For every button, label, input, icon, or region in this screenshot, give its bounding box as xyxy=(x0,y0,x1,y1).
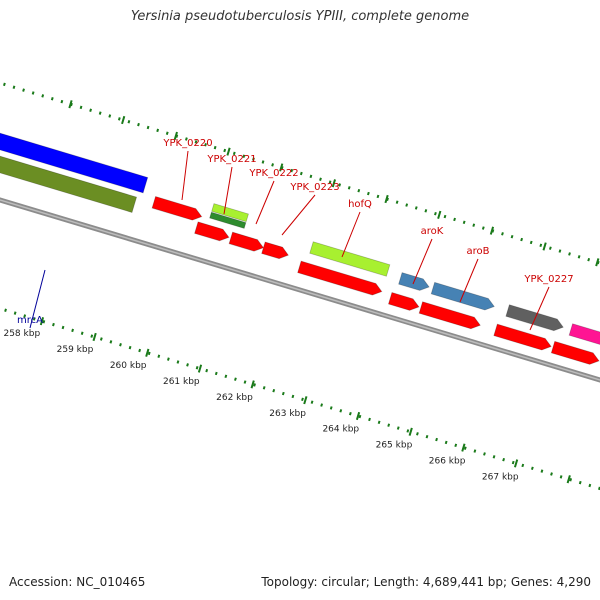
gene-label-leader xyxy=(281,194,316,236)
scale-label: 258 kbp xyxy=(3,329,40,339)
inner-major-tick xyxy=(355,411,361,421)
cds-feature xyxy=(261,241,289,260)
cds-feature xyxy=(151,196,203,221)
outer-major-tick xyxy=(489,226,495,235)
scale-label: 261 kbp xyxy=(163,377,200,387)
gene-label-mrca: mrcA xyxy=(17,315,43,326)
gene-label-leader xyxy=(223,166,233,215)
inner-major-tick xyxy=(461,443,466,452)
accession-label: Accession: NC_010465 xyxy=(9,575,146,589)
misc-feature xyxy=(211,203,249,223)
scale-label: 264 kbp xyxy=(322,425,359,435)
topology-label: Topology: circular; Length: 4,689,441 bp… xyxy=(261,575,591,589)
outer-major-tick xyxy=(226,147,231,156)
outer-major-tick xyxy=(595,258,600,267)
gene-label-arok: aroK xyxy=(421,226,444,237)
misc-feature xyxy=(309,241,391,277)
outer-major-tick xyxy=(437,210,442,219)
inner-major-tick xyxy=(39,317,45,326)
inner-major-tick xyxy=(145,348,150,357)
map-title: Yersinia pseudotuberculosis YPIII, compl… xyxy=(130,9,470,24)
scale-label: 259 kbp xyxy=(57,345,94,355)
outer-major-tick xyxy=(542,242,547,251)
gene-label-ypk-0227: YPK_0227 xyxy=(523,274,573,285)
scale-label: 266 kbp xyxy=(429,457,466,467)
backbone-line xyxy=(0,197,600,383)
cds-feature xyxy=(228,231,265,252)
gene-label-leader xyxy=(341,211,361,258)
outer-major-tick xyxy=(279,163,284,172)
scale-label: 260 kbp xyxy=(110,361,147,371)
cds-feature xyxy=(194,221,230,242)
gene-label-ypk-0223: YPK_0223 xyxy=(289,182,339,193)
inner-major-tick xyxy=(92,332,97,342)
outer-tick-dots xyxy=(0,81,600,265)
gene-label-ypk-0221: YPK_0221 xyxy=(206,154,256,165)
gene-label-leader xyxy=(529,286,550,331)
scale-label: 265 kbp xyxy=(376,441,413,451)
cds-feature xyxy=(418,301,481,330)
scale-label: 267 kbp xyxy=(482,473,519,483)
scale-label: 263 kbp xyxy=(269,409,306,419)
gene-label-leader xyxy=(29,269,46,329)
gene-label-hofq: hofQ xyxy=(348,199,372,210)
inner-major-tick xyxy=(303,396,308,405)
outer-major-tick xyxy=(331,179,337,188)
inner-major-tick xyxy=(408,427,413,436)
trna-feature xyxy=(0,155,138,213)
rrna-feature xyxy=(0,132,149,194)
gene-label-leader xyxy=(412,238,433,285)
cds-feature xyxy=(387,292,420,311)
gene-label-ypk-0220: YPK_0220 xyxy=(162,138,212,149)
inner-major-tick xyxy=(250,380,255,389)
outer-major-tick xyxy=(384,194,389,204)
backbone-highlight xyxy=(0,199,600,381)
gene-label-leader xyxy=(181,150,189,201)
outer-major-tick xyxy=(173,131,178,140)
misc-feature xyxy=(209,211,247,229)
gene-label-leader xyxy=(459,258,479,303)
inner-major-tick xyxy=(197,364,203,373)
scale-label: 262 kbp xyxy=(216,393,253,403)
gene-label-arob: aroB xyxy=(467,246,490,257)
gene-label-ypk-0222: YPK_0222 xyxy=(248,168,298,179)
cds-feature xyxy=(297,260,383,296)
cds-feature xyxy=(550,340,600,365)
gene-label-leader xyxy=(255,180,275,225)
magenta-feature xyxy=(568,323,600,345)
cds-feature xyxy=(493,323,552,351)
inner-major-tick xyxy=(566,475,571,484)
outer-major-tick xyxy=(121,115,126,125)
gray-feature xyxy=(505,304,564,332)
inner-tick-dots xyxy=(0,307,600,491)
outer-major-tick xyxy=(68,100,73,109)
inner-major-tick xyxy=(513,459,519,468)
